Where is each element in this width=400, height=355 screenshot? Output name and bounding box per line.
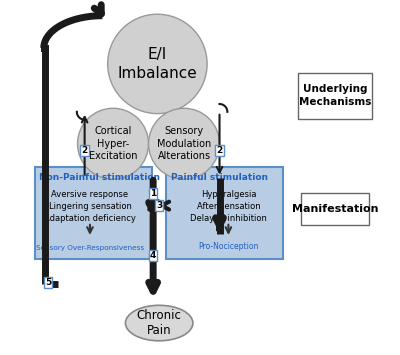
Text: Aversive response
Lingering sensation
Adaptation deficiency: Aversive response Lingering sensation Ad…	[44, 190, 136, 223]
Text: Chronic
Pain: Chronic Pain	[137, 309, 182, 337]
Text: 4: 4	[150, 251, 156, 260]
Circle shape	[78, 108, 148, 179]
Text: Manifestation: Manifestation	[292, 204, 378, 214]
Text: 2: 2	[82, 146, 88, 155]
FancyBboxPatch shape	[166, 167, 284, 259]
Text: Non-Painful stimulation: Non-Painful stimulation	[39, 173, 160, 182]
Ellipse shape	[126, 305, 193, 341]
Text: Sensory Over-Responsiveness: Sensory Over-Responsiveness	[36, 245, 144, 251]
Text: 3: 3	[156, 201, 162, 210]
Text: Pro-Nociception: Pro-Nociception	[198, 242, 258, 251]
Text: E/I
Imbalance: E/I Imbalance	[118, 47, 197, 81]
Text: 5: 5	[45, 278, 51, 287]
Circle shape	[148, 108, 220, 179]
Text: 1: 1	[150, 189, 156, 198]
FancyBboxPatch shape	[301, 193, 369, 225]
Circle shape	[108, 14, 207, 114]
Text: Painful stimulation: Painful stimulation	[170, 173, 268, 182]
Text: Hyperalgesia
After sensation
Delayed inhibition: Hyperalgesia After sensation Delayed inh…	[190, 190, 267, 223]
Text: Underlying
Mechanisms: Underlying Mechanisms	[299, 84, 371, 108]
Text: Sensory
Modulation
Alterations: Sensory Modulation Alterations	[157, 126, 211, 161]
Text: Cortical
Hyper-
Excitation: Cortical Hyper- Excitation	[89, 126, 137, 161]
FancyBboxPatch shape	[35, 167, 152, 259]
FancyBboxPatch shape	[298, 73, 372, 119]
Text: 2: 2	[216, 146, 223, 155]
